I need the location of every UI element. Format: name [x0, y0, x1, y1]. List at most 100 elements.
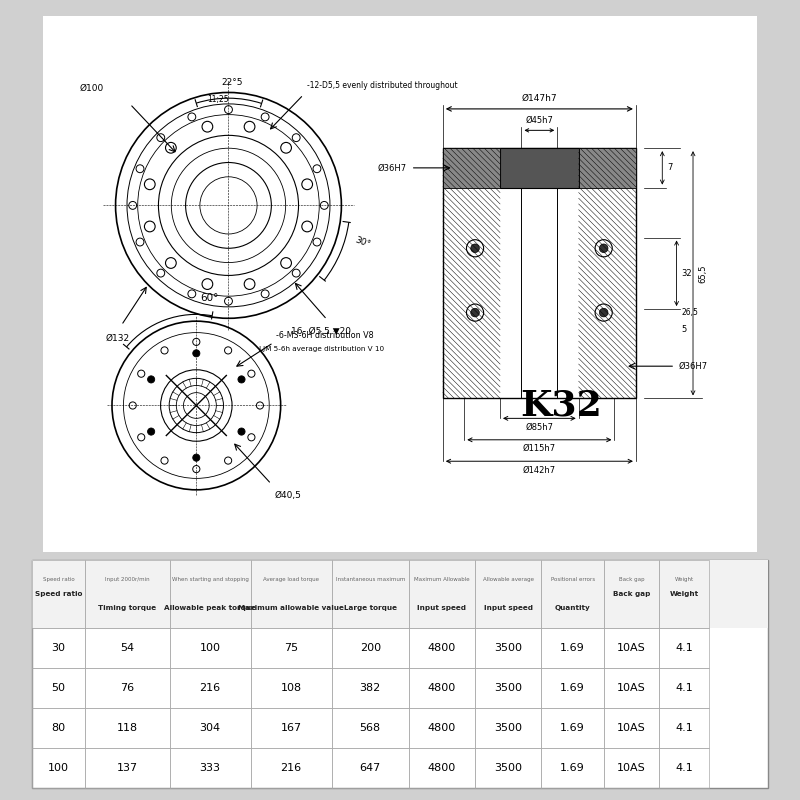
Bar — [331, 560, 409, 629]
Text: 5: 5 — [682, 325, 687, 334]
Bar — [85, 708, 170, 748]
Text: 108: 108 — [281, 683, 302, 694]
Text: 304: 304 — [199, 723, 221, 733]
Text: Back gap: Back gap — [613, 591, 650, 597]
Circle shape — [313, 165, 321, 173]
Circle shape — [313, 238, 321, 246]
Circle shape — [261, 290, 269, 298]
Text: 50: 50 — [51, 683, 66, 694]
Text: 3500: 3500 — [494, 683, 522, 694]
Circle shape — [161, 347, 168, 354]
Text: Weight: Weight — [670, 591, 698, 597]
Bar — [659, 560, 709, 629]
Circle shape — [202, 278, 213, 290]
Text: 216: 216 — [199, 683, 221, 694]
Bar — [32, 629, 85, 668]
Text: 30°: 30° — [354, 235, 372, 250]
Bar — [409, 668, 475, 708]
Text: 10AS: 10AS — [617, 683, 646, 694]
Text: 4800: 4800 — [428, 723, 456, 733]
Bar — [32, 560, 768, 629]
Circle shape — [193, 338, 200, 346]
Text: Ø36H7: Ø36H7 — [678, 362, 708, 370]
Text: 76: 76 — [120, 683, 134, 694]
Text: 3500: 3500 — [494, 763, 522, 773]
Bar — [475, 668, 542, 708]
Bar — [604, 629, 659, 668]
Text: 1.69: 1.69 — [560, 723, 585, 733]
Circle shape — [470, 244, 479, 253]
Text: 11;25: 11;25 — [207, 95, 229, 104]
Circle shape — [261, 113, 269, 121]
Bar — [522, 148, 558, 398]
Text: Speed ratio: Speed ratio — [35, 591, 82, 597]
Text: 75: 75 — [284, 643, 298, 654]
Text: 32: 32 — [682, 269, 692, 278]
Text: 4800: 4800 — [428, 643, 456, 654]
Text: 100: 100 — [48, 763, 69, 773]
Bar — [331, 629, 409, 668]
Text: 80: 80 — [51, 723, 66, 733]
Bar — [170, 629, 250, 668]
Bar — [542, 668, 604, 708]
Circle shape — [145, 179, 155, 190]
Circle shape — [161, 457, 168, 464]
Bar — [250, 708, 331, 748]
Circle shape — [147, 376, 154, 383]
Text: 216: 216 — [281, 763, 302, 773]
Bar — [409, 560, 475, 629]
Circle shape — [238, 428, 245, 435]
Circle shape — [145, 221, 155, 232]
Bar — [578, 148, 636, 187]
Bar — [409, 629, 475, 668]
Circle shape — [193, 350, 200, 357]
Circle shape — [248, 370, 255, 378]
Bar — [500, 148, 578, 187]
Circle shape — [466, 304, 484, 321]
Bar — [604, 560, 659, 629]
Text: 568: 568 — [360, 723, 381, 733]
Circle shape — [225, 298, 233, 305]
Text: Ø132: Ø132 — [106, 334, 130, 343]
Text: 4800: 4800 — [428, 683, 456, 694]
Circle shape — [188, 113, 196, 121]
Text: 3500: 3500 — [494, 643, 522, 654]
Text: 167: 167 — [281, 723, 302, 733]
Bar — [32, 748, 85, 788]
Text: 382: 382 — [359, 683, 381, 694]
Text: 200: 200 — [360, 643, 381, 654]
Text: Weight: Weight — [674, 577, 694, 582]
Text: K32: K32 — [520, 389, 602, 422]
Circle shape — [281, 258, 291, 268]
Text: 22°5: 22°5 — [222, 78, 243, 87]
Bar — [604, 748, 659, 788]
Circle shape — [138, 370, 145, 378]
Bar — [32, 668, 85, 708]
Circle shape — [256, 402, 263, 409]
Text: 10AS: 10AS — [617, 723, 646, 733]
Text: Timing torque: Timing torque — [98, 605, 156, 611]
Text: Ø36H7: Ø36H7 — [378, 163, 407, 172]
Circle shape — [292, 269, 300, 277]
Circle shape — [248, 434, 255, 441]
Text: 4.1: 4.1 — [675, 643, 693, 654]
Bar — [85, 629, 170, 668]
Bar — [250, 748, 331, 788]
Circle shape — [202, 122, 213, 132]
Bar — [331, 668, 409, 708]
Text: Large torque: Large torque — [344, 605, 397, 611]
Bar — [170, 748, 250, 788]
Bar — [604, 668, 659, 708]
Circle shape — [166, 258, 176, 268]
Circle shape — [238, 376, 245, 383]
Bar — [331, 748, 409, 788]
Text: 4.1: 4.1 — [675, 763, 693, 773]
Text: Instantaneous maximum: Instantaneous maximum — [335, 577, 405, 582]
Bar — [542, 708, 604, 748]
Circle shape — [225, 347, 232, 354]
Text: Ø100: Ø100 — [79, 84, 103, 93]
Circle shape — [599, 244, 608, 253]
Circle shape — [320, 202, 328, 210]
Text: Input speed: Input speed — [484, 605, 533, 611]
Circle shape — [147, 428, 154, 435]
